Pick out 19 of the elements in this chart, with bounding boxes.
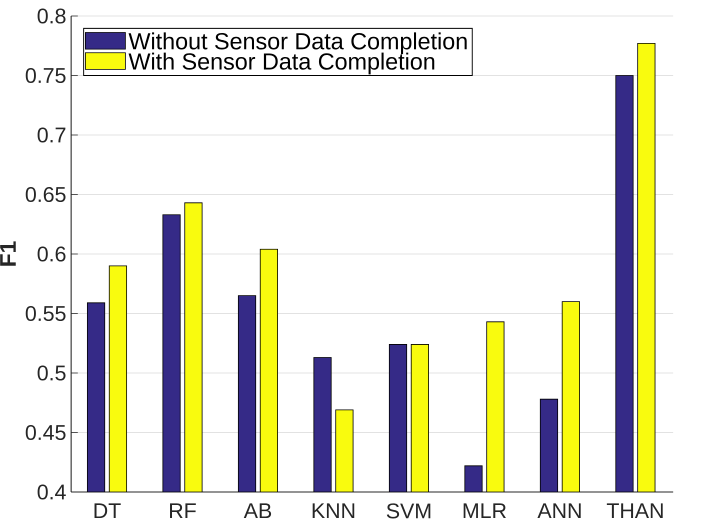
x-tick-label: DT [94,503,121,518]
y-tick-label: 0.75 [26,68,66,84]
y-tick-label: 0.6 [38,246,66,262]
x-tick-label: AB [244,503,272,518]
legend-label: With Sensor Data Completion [128,52,434,74]
y-axis-title: F1 [0,241,16,266]
y-tick-label: 0.65 [26,186,66,202]
x-tick-label: MLR [464,503,506,518]
y-tick-label: 0.8 [38,8,66,24]
y-tick-label: 0.5 [38,365,66,381]
x-tick-label: SVM [386,503,430,518]
x-tick-label: THAN [606,503,663,518]
x-tick-label: ANN [537,503,581,518]
y-tick-label: 0.7 [38,127,66,143]
x-tick-label: KNN [312,503,354,518]
y-tick-label: 0.4 [38,484,66,500]
y-tick-label: 0.45 [26,424,66,440]
x-tick-label: RF [170,503,196,518]
y-tick-label: 0.55 [26,306,66,322]
